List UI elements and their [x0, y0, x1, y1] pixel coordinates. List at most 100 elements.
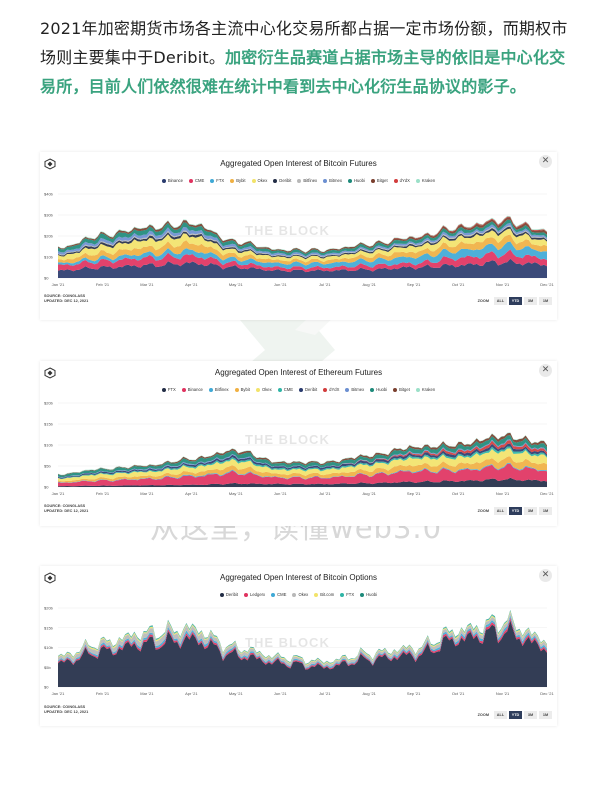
- legend-item[interactable]: Okex: [255, 387, 272, 392]
- legend-dot: [323, 178, 328, 183]
- series-area-deribit: [58, 620, 547, 687]
- legend-label: Huobi: [353, 178, 365, 183]
- legend-item[interactable]: Binance: [181, 387, 203, 392]
- close-icon[interactable]: ✕: [539, 364, 552, 377]
- legend-label: Bitfinex: [303, 178, 318, 183]
- x-tick-label: Jan '21: [52, 491, 66, 496]
- legend-item[interactable]: Huobi: [360, 592, 377, 597]
- legend-item[interactable]: Okex: [292, 592, 308, 597]
- legend-dot: [210, 178, 215, 183]
- legend-dot: [255, 387, 260, 392]
- legend-item[interactable]: CME: [188, 178, 204, 183]
- x-tick-label: Dec '21: [540, 282, 554, 287]
- source-text: SOURCE: COINGLASS: [44, 294, 86, 298]
- close-icon[interactable]: ✕: [539, 569, 552, 582]
- x-tick-label: Jun '21: [274, 282, 288, 287]
- legend-item[interactable]: Huobi: [347, 178, 365, 183]
- zoom-button-1m[interactable]: 1M: [539, 507, 552, 515]
- legend-item[interactable]: Kraken: [415, 178, 436, 183]
- x-tick-label: Jan '21: [52, 691, 66, 696]
- area-chart: $0 $5b $10b $15b $20b Jan '21 Feb '21 Mar '21 Ap…: [44, 401, 554, 497]
- legend-dot: [393, 178, 398, 183]
- legend-label: CME: [277, 592, 287, 597]
- legend-label: Bitmex: [351, 387, 365, 392]
- legend-item[interactable]: Okex: [251, 178, 267, 183]
- legend-item[interactable]: FTX: [340, 592, 354, 597]
- legend-item[interactable]: Binance: [161, 178, 183, 183]
- zoom-button-3m[interactable]: 3M: [524, 711, 537, 719]
- legend-item[interactable]: Ledgerx: [244, 592, 265, 597]
- legend-item[interactable]: CME: [277, 387, 293, 392]
- zoom-button-ytd[interactable]: YTD: [509, 297, 522, 305]
- zoom-label: ZOOM: [477, 299, 489, 303]
- legend-dot: [234, 387, 239, 392]
- source-note: SOURCE: COINGLASS UPDATED: DEC 12, 2021: [44, 294, 88, 303]
- legend-label: Bybit: [240, 387, 250, 392]
- series-area-okex: [58, 448, 547, 482]
- legend-item[interactable]: Bit.com: [314, 592, 334, 597]
- legend-item[interactable]: Bitfinex: [208, 387, 229, 392]
- legend-item[interactable]: Bitfinex: [297, 178, 317, 183]
- x-tick-label: Feb '21: [96, 491, 110, 496]
- legend-item[interactable]: CME: [271, 592, 286, 597]
- legend-dot: [271, 592, 276, 597]
- legend-item[interactable]: Bitmex: [323, 178, 342, 183]
- zoom-button-1m[interactable]: 1M: [539, 711, 552, 719]
- chart-card-bitcoin-futures: ✕ Aggregated Open Interest of Bitcoin Fut…: [40, 152, 557, 320]
- zoom-button-ytd[interactable]: YTD: [509, 507, 522, 515]
- legend-label: Binance: [187, 387, 203, 392]
- source-text: SOURCE: COINGLASS: [44, 504, 86, 508]
- zoom-button-all[interactable]: ALL: [494, 297, 507, 305]
- legend-item[interactable]: Bybit: [234, 387, 250, 392]
- zoom-button-1m[interactable]: 1M: [539, 297, 552, 305]
- legend-dot: [188, 178, 193, 183]
- legend-item[interactable]: FTX: [161, 387, 176, 392]
- legend-dot: [208, 387, 213, 392]
- chart-legend: Binance CME FTX Bybit Okex Deribit Bitfinex Bit…: [40, 178, 557, 183]
- y-tick-label: $10b: [44, 443, 54, 448]
- legend-item[interactable]: Deribit: [299, 387, 317, 392]
- legend-label: Deribit: [225, 592, 239, 597]
- close-icon[interactable]: ✕: [539, 155, 552, 168]
- x-tick-label: Mar '21: [140, 282, 154, 287]
- chart-watermark: THE BLOCK: [245, 223, 330, 238]
- series-area-bitget: [58, 217, 547, 254]
- legend-item[interactable]: Deribit: [219, 592, 239, 597]
- legend-dot: [370, 387, 375, 392]
- y-tick-label: $15b: [44, 625, 54, 630]
- legend-item[interactable]: Bitget: [393, 387, 410, 392]
- legend-item[interactable]: dYdX: [393, 178, 410, 183]
- zoom-button-3m[interactable]: 3M: [524, 507, 537, 515]
- x-tick-label: Jan '21: [52, 282, 66, 287]
- zoom-button-3m[interactable]: 3M: [524, 297, 537, 305]
- legend-item[interactable]: Deribit: [273, 178, 291, 183]
- legend-item[interactable]: FTX: [210, 178, 224, 183]
- legend-item[interactable]: Kraken: [415, 387, 435, 392]
- legend-item[interactable]: Huobi: [370, 387, 387, 392]
- zoom-label: ZOOM: [477, 509, 489, 513]
- chart-legend: Deribit Ledgerx CME Okex Bit.com FTX Huobi: [40, 592, 557, 597]
- y-tick-label: $20b: [44, 234, 54, 239]
- y-tick-label: $0: [44, 485, 49, 490]
- chart-card-ethereum-futures: ✕ Aggregated Open Interest of Ethereum Fu…: [40, 361, 557, 526]
- zoom-button-all[interactable]: ALL: [494, 711, 507, 719]
- series-area-bitfinex: [58, 462, 547, 483]
- x-tick-label: Sep '21: [407, 691, 421, 696]
- series-area-binance: [58, 258, 547, 278]
- legend-item[interactable]: Bitmex: [345, 387, 364, 392]
- series-area-huobi: [58, 219, 547, 257]
- x-tick-label: Jul '21: [319, 491, 331, 496]
- series-area-kraken: [58, 215, 547, 253]
- zoom-button-all[interactable]: ALL: [494, 507, 507, 515]
- zoom-button-ytd[interactable]: YTD: [509, 711, 522, 719]
- legend-item[interactable]: Bybit: [230, 178, 246, 183]
- y-tick-label: $20b: [44, 606, 54, 611]
- y-tick-label: $15b: [44, 422, 54, 427]
- series-area-ftx: [58, 477, 547, 487]
- legend-item[interactable]: dYdX: [323, 387, 339, 392]
- legend-label: Kraken: [421, 178, 436, 183]
- x-tick-label: Mar '21: [140, 491, 154, 496]
- legend-item[interactable]: Bitget: [370, 178, 388, 183]
- zoom-controls: ZOOM ALL YTD 3M 1M: [478, 507, 552, 515]
- legend-label: Bitfinex: [214, 387, 229, 392]
